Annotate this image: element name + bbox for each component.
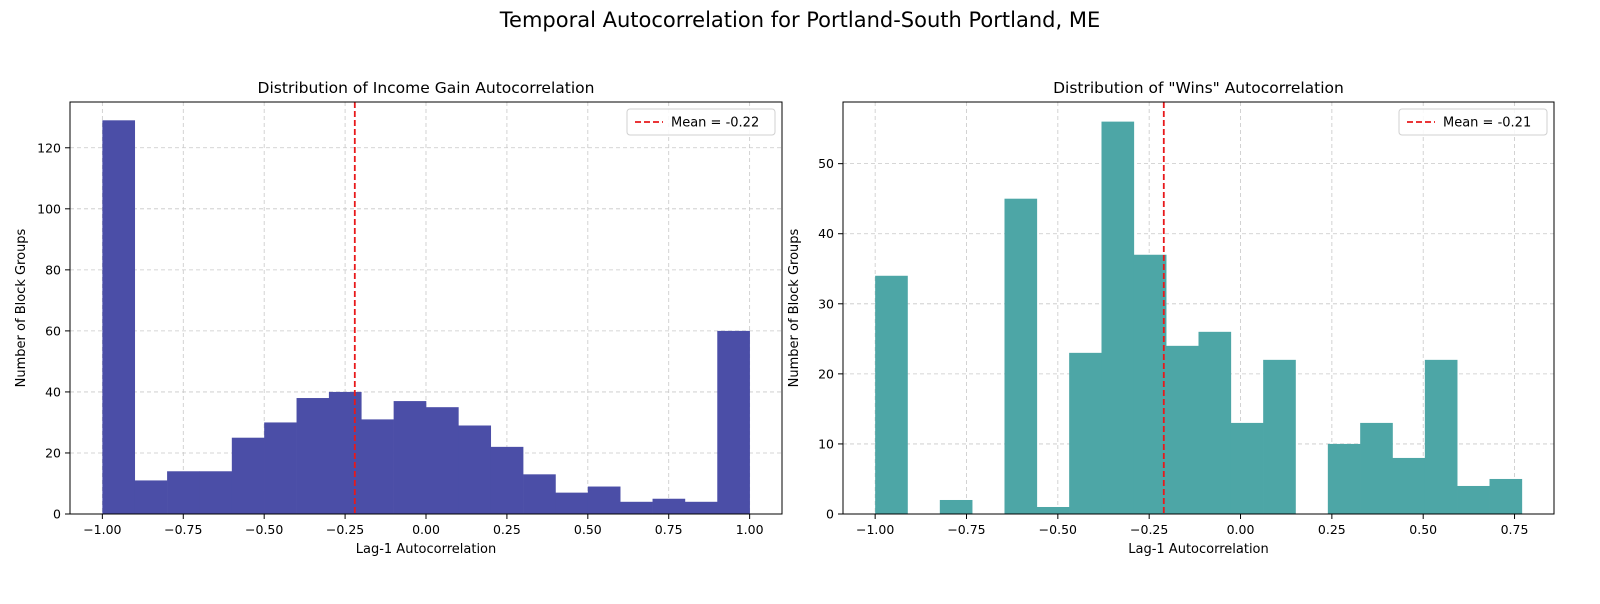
wins-x-tick-label: 0.50 (1409, 522, 1437, 537)
wins-x-tick-label: −0.25 (1130, 522, 1168, 537)
wins-axes-frame (842, 101, 1555, 515)
income-histogram-bar (231, 437, 265, 514)
wins-y-tick-label: 0 (826, 507, 834, 522)
wins-histogram-bar (939, 499, 973, 514)
income-histogram-bar (555, 492, 589, 514)
wins-legend: Mean = -0.21 (1398, 108, 1548, 136)
income-y-axis-label: Number of Block Groups (14, 228, 29, 387)
income-x-tick-label: 0.75 (655, 522, 683, 537)
income-histogram-bar (587, 486, 621, 514)
wins-histogram-bar (1327, 443, 1361, 514)
wins-y-tick-label: 10 (818, 436, 834, 451)
income-histogram-bar (717, 330, 750, 514)
income-gain-chart: −1.00 −0.75 −0.50 −0.25 0.00 0.25 0.50 0.75 1.00… (14, 79, 783, 557)
income-y-tick-label: 40 (45, 384, 61, 399)
income-y-tick-label: 120 (37, 140, 61, 155)
income-chart-title: Distribution of Income Gain Autocorrelat… (258, 79, 595, 97)
income-legend: Mean = -0.22 (626, 108, 776, 136)
income-x-axis-label: Lag-1 Autocorrelation (356, 542, 497, 557)
income-y-tick-label: 60 (45, 323, 61, 338)
wins-histogram-bar (1133, 254, 1167, 515)
wins-x-tick-label: 0.75 (1501, 522, 1529, 537)
wins-y-tick-label: 20 (818, 366, 834, 381)
income-y-tick-label: 20 (45, 445, 61, 460)
wins-y-tick-label: 40 (818, 226, 834, 241)
income-x-tick-label: −0.25 (326, 522, 364, 537)
income-y-tick-label: 100 (37, 201, 61, 216)
wins-histogram-bar (1230, 422, 1264, 514)
wins-histogram-bar (1424, 359, 1458, 514)
wins-histogram-bar (1004, 198, 1038, 514)
figure-suptitle: Temporal Autocorrelation for Portland-So… (499, 8, 1100, 32)
wins-x-axis-label: Lag-1 Autocorrelation (1128, 542, 1269, 557)
income-histogram-bar (328, 391, 362, 514)
income-x-tick-label: −1.00 (83, 522, 121, 537)
wins-legend-label: Mean = -0.21 (1443, 116, 1531, 131)
income-histogram-bar (684, 501, 718, 514)
income-x-tick-label: 0.25 (493, 522, 521, 537)
income-histogram-bar (490, 446, 524, 514)
wins-histogram-bar (1360, 422, 1393, 514)
income-histogram-bar (620, 501, 653, 514)
wins-histogram-bar (1263, 359, 1296, 514)
income-histogram-bar (523, 474, 556, 514)
income-x-tick-label: −0.75 (164, 522, 202, 537)
wins-histogram-bar (1392, 457, 1426, 514)
wins-histogram-bar (1457, 485, 1490, 514)
wins-x-tick-label: −1.00 (856, 522, 894, 537)
income-histogram-bar (393, 401, 427, 514)
income-histogram-bar (264, 422, 297, 514)
income-legend-box (626, 108, 776, 136)
wins-chart: −1.00 −0.75 −0.50 −0.25 0.00 0.25 0.50 0.75 0 10 2… (787, 79, 1555, 557)
wins-histogram-bar (1166, 345, 1199, 514)
income-x-tick-label: −0.50 (245, 522, 283, 537)
income-x-tick-label: 0.00 (412, 522, 440, 537)
income-histogram-bar (102, 120, 136, 515)
wins-chart-title: Distribution of "Wins" Autocorrelation (1053, 79, 1344, 97)
income-histogram-bar (167, 471, 200, 514)
income-x-tick-label: 0.50 (574, 522, 602, 537)
wins-histogram-bar (1101, 121, 1135, 514)
wins-histogram-bar (1069, 352, 1102, 514)
wins-histogram-bar (1036, 506, 1070, 514)
income-histogram-bar (296, 398, 330, 514)
income-histogram-bar (426, 407, 459, 514)
wins-histogram-bar (1198, 331, 1232, 514)
income-y-tick-label: 80 (45, 262, 61, 277)
income-histogram-bar (199, 471, 233, 514)
wins-y-tick-label: 30 (818, 296, 834, 311)
income-histogram-bar (458, 425, 492, 514)
income-histogram-bar (134, 480, 168, 514)
wins-legend-box (1398, 108, 1548, 136)
wins-y-tick-label: 50 (818, 156, 834, 171)
wins-x-tick-label: −0.75 (947, 522, 985, 537)
income-histogram-bar (361, 419, 394, 514)
wins-y-axis-label: Number of Block Groups (787, 228, 802, 387)
income-x-tick-label: 1.00 (736, 522, 764, 537)
wins-histogram-bar (875, 275, 908, 514)
income-y-tick-label: 0 (53, 507, 61, 522)
income-legend-label: Mean = -0.22 (671, 116, 759, 131)
wins-histogram-bar (1489, 478, 1523, 514)
income-histogram-bar (652, 498, 686, 514)
wins-x-tick-label: 0.25 (1318, 522, 1346, 537)
wins-x-tick-label: 0.00 (1227, 522, 1255, 537)
wins-x-tick-label: −0.50 (1039, 522, 1077, 537)
